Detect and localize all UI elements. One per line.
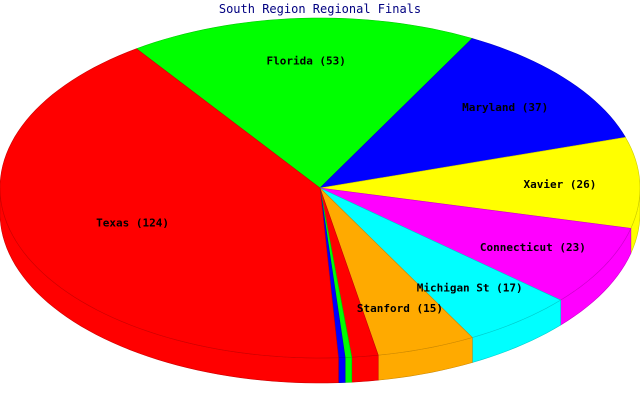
slice-label-florida: Florida (53) bbox=[266, 55, 345, 68]
pie-slice-texas bbox=[0, 48, 339, 359]
pie-side-6 bbox=[351, 354, 379, 383]
slice-label-michigan-st: Michigan St (17) bbox=[417, 282, 523, 295]
pie-labels: Florida (53) Maryland (37) Xavier (26) Conn… bbox=[96, 55, 596, 316]
pie-side-7 bbox=[344, 356, 353, 383]
pie-tops bbox=[0, 17, 640, 359]
slice-label-xavier: Xavier (26) bbox=[523, 178, 596, 191]
pie-slice-connecticut bbox=[319, 187, 632, 301]
slice-label-connecticut: Connecticut (23) bbox=[480, 241, 586, 254]
pie-slice-michigan-st bbox=[319, 187, 562, 338]
pie-slice-florida bbox=[135, 17, 473, 189]
slice-label-stanford: Stanford (15) bbox=[357, 302, 443, 315]
chart-title: South Region Regional Finals bbox=[218, 2, 422, 16]
pie-slice-stanford bbox=[319, 187, 473, 356]
pie-side-8 bbox=[338, 357, 346, 384]
pie-sides bbox=[0, 187, 640, 384]
slice-label-maryland: Maryland (37) bbox=[462, 101, 548, 114]
slice-label-texas: Texas (124) bbox=[96, 217, 169, 230]
pie-slice-maryland bbox=[319, 38, 626, 189]
